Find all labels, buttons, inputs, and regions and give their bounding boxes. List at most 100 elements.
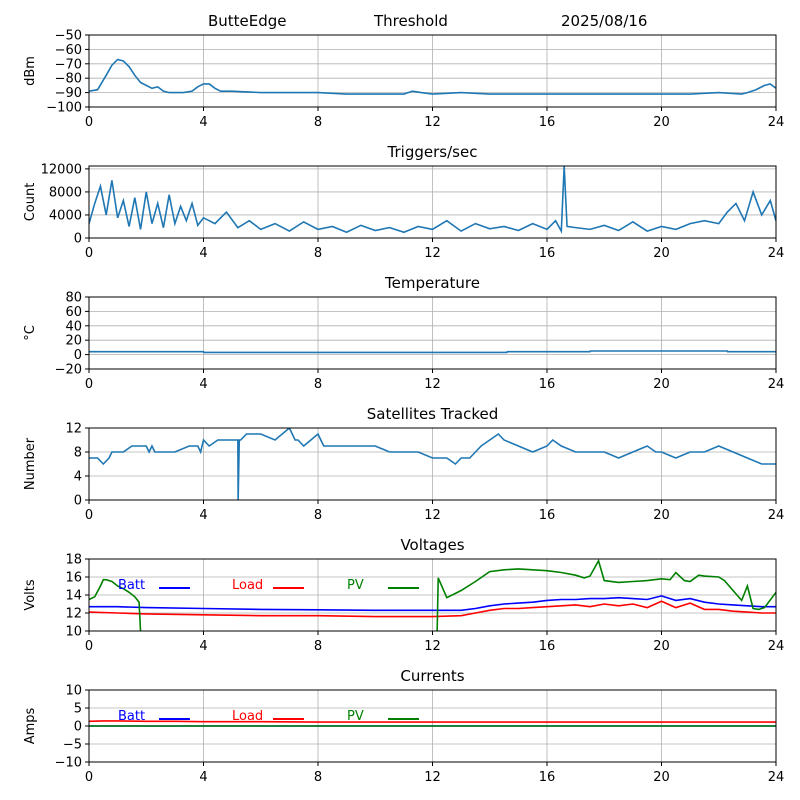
series-line-batt [89, 595, 776, 612]
y-axis-label: Volts [23, 579, 38, 611]
y-tick-label: 0 [74, 348, 82, 363]
chart-title: Voltages [400, 536, 464, 554]
x-tick-label: 24 [768, 639, 785, 654]
y-tick-label: 4000 [49, 208, 82, 223]
chart-panel-triggers: 0 4 8 12 16 20 24 0 4000 8000 12000 Triggers/sec Cou… [23, 143, 784, 261]
y-axis-label: Count [23, 183, 38, 222]
series-line-pv [89, 559, 776, 631]
chart-title: Triggers/sec [387, 143, 478, 161]
y-tick-label: 0 [74, 494, 82, 509]
legend-label-pv: PV [347, 578, 364, 593]
x-tick-label: 16 [539, 508, 556, 523]
x-tick-label: 4 [199, 508, 207, 523]
series-line [89, 350, 776, 354]
x-tick-label: 4 [199, 639, 207, 654]
legend-label-batt: Batt [118, 709, 145, 724]
series-line [89, 428, 776, 500]
y-axis-label: °C [23, 325, 38, 341]
y-tick-label: 4 [74, 470, 82, 485]
station-label: ButteEdge [208, 12, 287, 30]
x-tick-label: 12 [424, 770, 441, 785]
x-tick-label: 4 [199, 115, 207, 130]
series-line [89, 58, 776, 95]
x-tick-label: 12 [424, 115, 441, 130]
series-line-load [89, 600, 776, 618]
chart-title: Temperature [384, 274, 480, 292]
y-tick-label: 18 [65, 553, 82, 568]
x-tick-label: 12 [424, 639, 441, 654]
x-tick-label: 12 [424, 508, 441, 523]
y-tick-label: 5 [74, 702, 82, 717]
legend-label-pv: PV [347, 709, 364, 724]
x-tick-label: 24 [768, 246, 785, 261]
x-tick-label: 4 [199, 246, 207, 261]
legend-label-load: Load [232, 709, 263, 724]
series-line-load [89, 720, 776, 723]
x-tick-label: 20 [653, 377, 670, 392]
x-tick-label: 4 [199, 377, 207, 392]
x-tick-label: 0 [85, 770, 93, 785]
x-tick-label: 24 [768, 377, 785, 392]
x-tick-label: 8 [314, 246, 322, 261]
x-tick-label: 0 [85, 639, 93, 654]
x-tick-label: 8 [314, 508, 322, 523]
x-tick-label: 0 [85, 246, 93, 261]
y-tick-label: 8 [74, 446, 82, 461]
y-axis-label: Amps [23, 707, 38, 744]
x-tick-label: 8 [314, 115, 322, 130]
y-tick-label: −20 [55, 363, 82, 378]
legend-label-batt: Batt [118, 578, 145, 593]
y-tick-label: 0 [74, 720, 82, 735]
x-tick-label: 16 [539, 115, 556, 130]
chart-panel-threshold: 0 4 8 12 16 20 24 −100−90−80−70−60−50 dBm [23, 29, 784, 131]
y-tick-label: 10 [65, 625, 82, 640]
x-tick-label: 20 [653, 115, 670, 130]
y-tick-label: −80 [55, 72, 82, 87]
x-tick-label: 20 [653, 770, 670, 785]
date-label: 2025/08/16 [561, 12, 648, 30]
y-tick-label: 8000 [49, 185, 82, 200]
x-tick-label: 20 [653, 508, 670, 523]
x-tick-label: 24 [768, 115, 785, 130]
x-tick-label: 16 [539, 770, 556, 785]
x-tick-label: 8 [314, 377, 322, 392]
chart-title: Currents [400, 667, 464, 685]
x-tick-label: 24 [768, 508, 785, 523]
x-tick-label: 8 [314, 770, 322, 785]
x-tick-label: 16 [539, 377, 556, 392]
x-tick-label: 16 [539, 246, 556, 261]
y-tick-label: −5 [63, 738, 82, 753]
x-tick-label: 12 [424, 377, 441, 392]
x-tick-label: 8 [314, 639, 322, 654]
chart-panel-voltages: 0 4 8 12 16 20 24 10 12 14 16 18 Voltages Volts Batt Lo… [23, 536, 785, 654]
y-tick-label: −50 [55, 29, 82, 44]
y-tick-label: 20 [65, 334, 82, 349]
x-tick-label: 4 [199, 770, 207, 785]
y-tick-label: 10 [65, 684, 82, 699]
y-axis-label: dBm [23, 56, 38, 86]
y-tick-label: −100 [46, 101, 82, 116]
y-tick-label: −90 [55, 86, 82, 101]
y-tick-label: 40 [65, 319, 82, 334]
x-tick-label: 24 [768, 770, 785, 785]
chart-panel-currents: 0 4 8 12 16 20 24 −10 −5 0 5 10 Currents Amps Batt Load… [23, 667, 784, 785]
x-tick-label: 0 [85, 377, 93, 392]
y-tick-label: 12 [65, 422, 82, 437]
x-tick-label: 20 [653, 246, 670, 261]
y-tick-label: 80 [65, 291, 82, 306]
y-tick-label: −70 [55, 57, 82, 72]
y-axis-label: Number [23, 437, 38, 490]
series-line [89, 166, 776, 234]
y-tick-label: 0 [74, 232, 82, 247]
chart-panel-satellites: 0 4 8 12 16 20 24 0 4 8 12 Satellites Tracked Number [23, 405, 784, 523]
x-tick-label: 0 [85, 508, 93, 523]
chart-title: Satellites Tracked [367, 405, 498, 423]
x-tick-label: 12 [424, 246, 441, 261]
y-tick-label: 12 [65, 607, 82, 622]
y-tick-label: 16 [65, 571, 82, 586]
y-tick-label: −10 [55, 756, 82, 771]
metric-label: Threshold [374, 12, 448, 30]
y-tick-label: 60 [65, 305, 82, 320]
